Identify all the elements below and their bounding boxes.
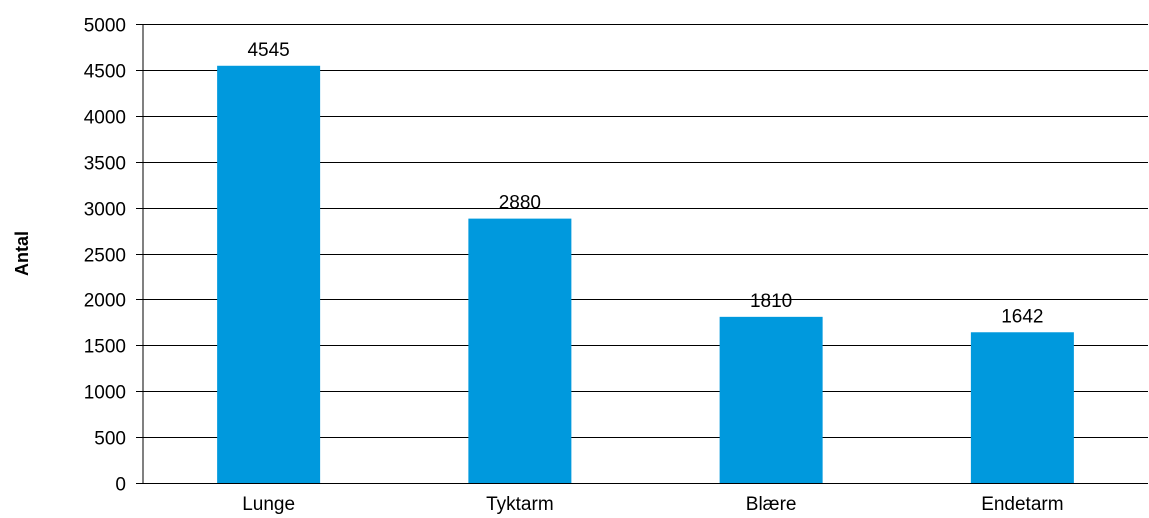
bar-tyktarm xyxy=(468,218,572,483)
x-category-label: Lunge xyxy=(242,494,295,515)
data-label: 4545 xyxy=(247,40,289,61)
data-label: 2880 xyxy=(499,193,541,214)
y-tick-label: 1500 xyxy=(84,337,126,358)
x-category-label: Tyktarm xyxy=(486,494,554,515)
bar-endetarm xyxy=(970,332,1074,483)
y-tick-label: 5000 xyxy=(84,16,126,37)
data-labels: 4545 2880 1810 1642 xyxy=(247,40,1043,327)
x-axis-categories: Lunge Tyktarm Blære Endetarm xyxy=(242,494,1063,515)
y-tick-label: 500 xyxy=(94,429,126,450)
y-tick-label: 3000 xyxy=(84,200,126,221)
y-axis-ticks: 0 500 1000 1500 2000 2500 3000 3500 4000 4500 5000 xyxy=(84,16,126,496)
y-tick-label: 1000 xyxy=(84,383,126,404)
y-tick-label: 3500 xyxy=(84,154,126,175)
data-label: 1810 xyxy=(750,291,792,312)
bars xyxy=(217,65,1074,484)
y-tick-label: 2000 xyxy=(84,291,126,312)
y-tick-label: 4500 xyxy=(84,62,126,83)
x-category-label: Blære xyxy=(746,494,797,515)
bar-blære xyxy=(719,316,823,483)
y-tick-label: 2500 xyxy=(84,246,126,267)
y-tick-label: 0 xyxy=(115,475,126,496)
x-category-label: Endetarm xyxy=(981,494,1063,515)
data-label: 1642 xyxy=(1001,306,1043,327)
bar-lunge xyxy=(217,65,321,484)
y-tick-label: 4000 xyxy=(84,108,126,129)
y-axis-title: Antal xyxy=(12,231,32,276)
